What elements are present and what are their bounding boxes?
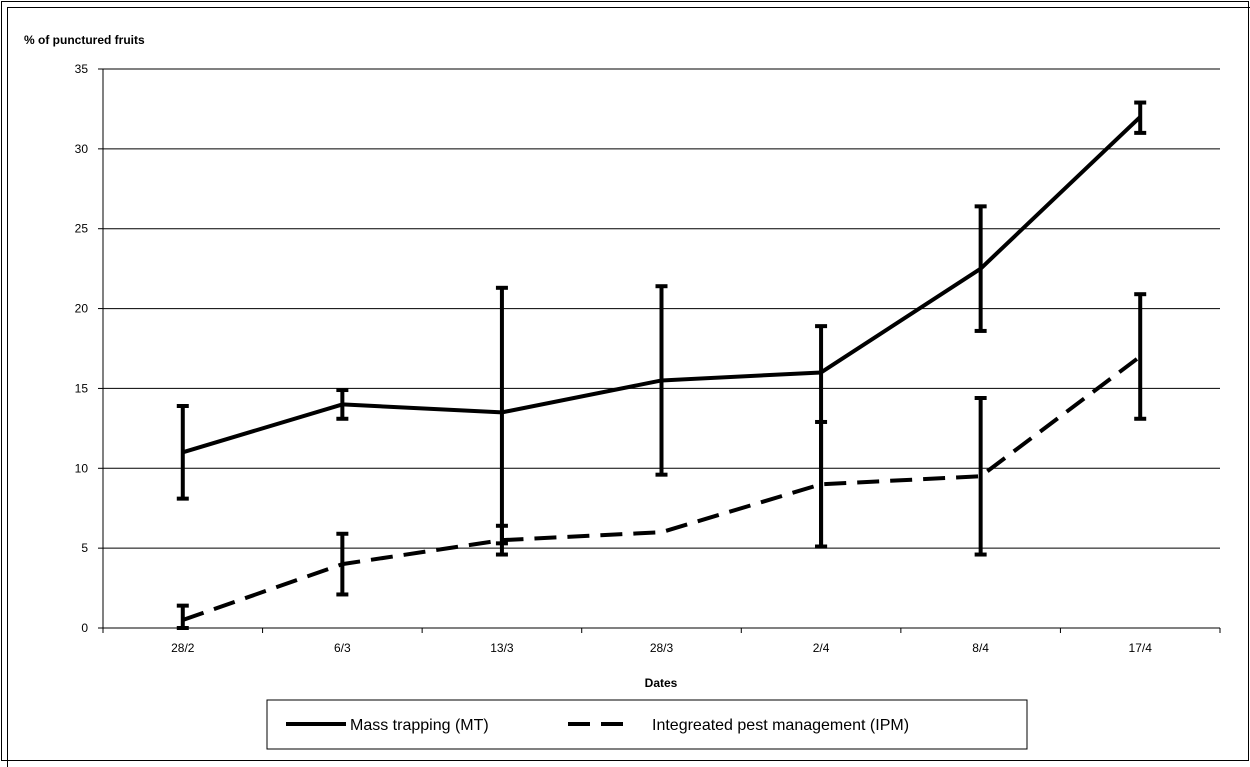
y-tick-label-20: 20 [75, 302, 89, 316]
y-tick-label-0: 0 [81, 621, 88, 635]
y-tick-label-10: 10 [75, 461, 89, 475]
y-tick-label-15: 15 [75, 381, 89, 395]
legend: Mass trapping (MT) Integreated pest mana… [266, 699, 1028, 750]
x-tick-label-8-4: 8/4 [972, 641, 989, 655]
y-tick-label-5: 5 [81, 541, 88, 555]
x-tick-label-28-3: 28/3 [650, 641, 674, 655]
x-tick-label-17-4: 17/4 [1129, 641, 1153, 655]
y-axis-title: % of punctured fruits [24, 33, 145, 47]
x-tick-labels: 28/2 6/3 13/3 28/3 2/4 8/4 17/4 [171, 641, 1152, 655]
legend-label-ipm: Integreated pest management (IPM) [652, 717, 909, 734]
x-tick-label-6-3: 6/3 [334, 641, 351, 655]
series-layer [176, 100, 1147, 630]
x-axis-title: Dates [645, 676, 678, 690]
x-tick-label-13-3: 13/3 [490, 641, 514, 655]
y-tick-labels: 0 5 10 15 20 25 30 35 [75, 62, 89, 635]
legend-label-mt: Mass trapping (MT) [350, 717, 489, 734]
chart-frame-inner [7, 7, 1250, 767]
y-tick-label-25: 25 [75, 222, 89, 236]
x-tick-label-2-4: 2/4 [813, 641, 830, 655]
axes [98, 68, 1221, 633]
y-tick-label-35: 35 [75, 62, 89, 76]
legend-box [266, 699, 1028, 750]
x-tick-label-28-2: 28/2 [171, 641, 195, 655]
y-tick-label-30: 30 [75, 142, 89, 156]
